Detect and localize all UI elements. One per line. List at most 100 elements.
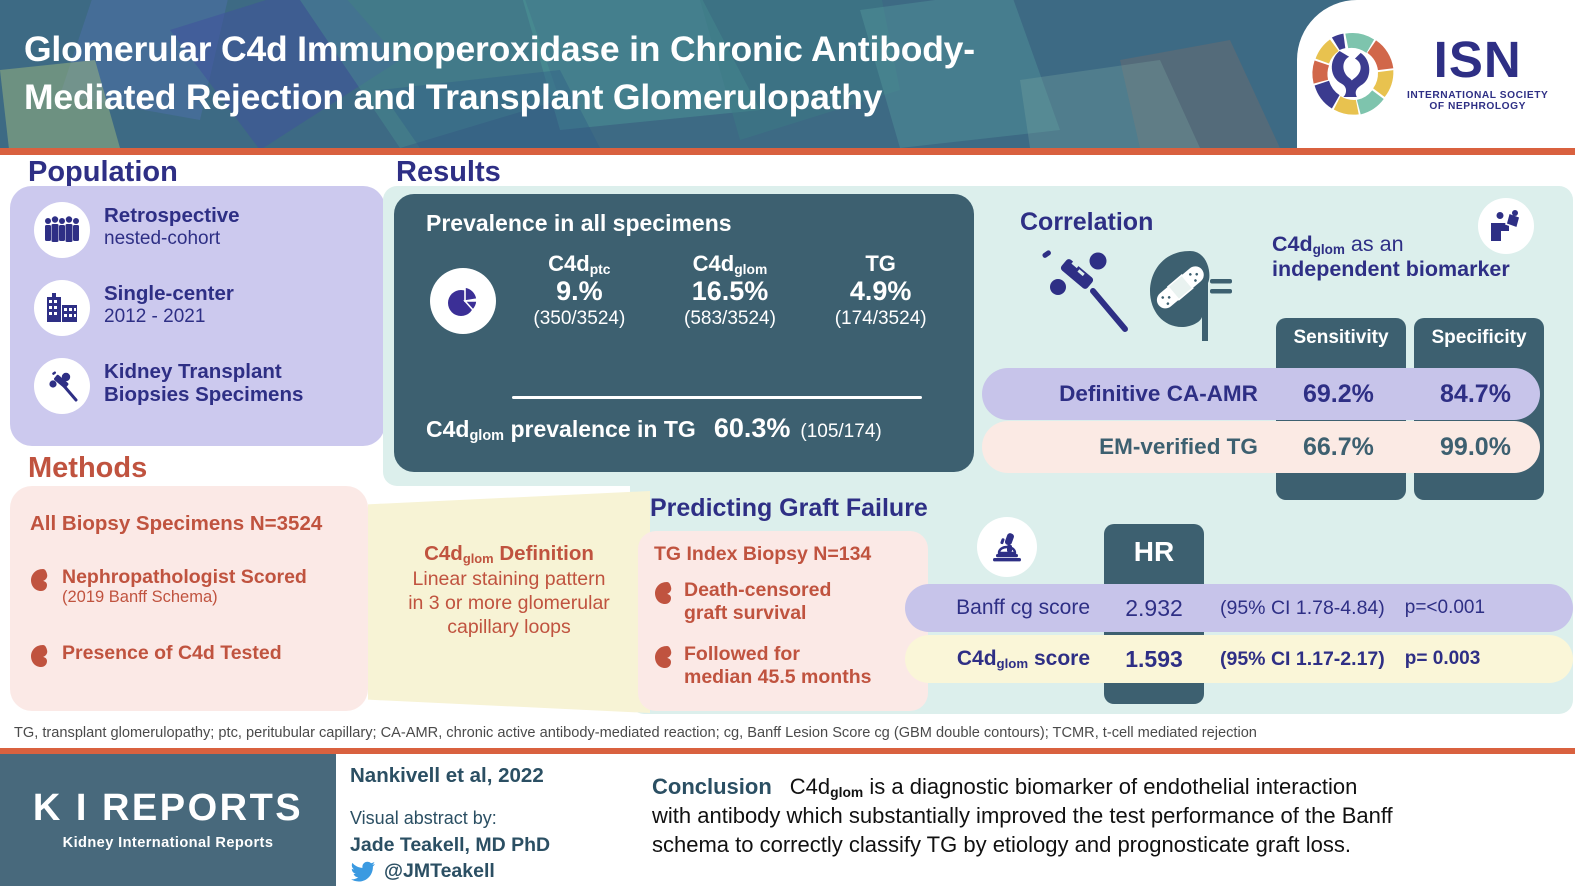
- population-item-biopsy: Kidney Transplant Biopsies Specimens: [34, 358, 303, 414]
- footer-bar: K I REPORTS Kidney International Reports…: [0, 754, 1575, 886]
- kidney-bullet-icon: [655, 582, 672, 604]
- isn-wordmark: ISN INTERNATIONAL SOCIETY OF NEPHROLOGY: [1407, 30, 1549, 113]
- pie-chart-glyph: [448, 286, 478, 316]
- population-item-2-bold2: Biopsies Specimens: [104, 382, 304, 406]
- row-label: Definitive CA-AMR: [1059, 381, 1258, 406]
- row-specificity: 84.7%: [1440, 379, 1511, 408]
- pie-chart-icon: [430, 268, 496, 334]
- population-item-single-center: Single-center 2012 - 2021: [34, 280, 234, 336]
- prevalence-column-c4dptc: C4dptc 9.% (350/3524): [533, 251, 626, 330]
- graft-failure-card: TG Index Biopsy N=134 Death-censored gra…: [638, 531, 928, 711]
- definition-heading: C4dglom Definition: [424, 542, 594, 566]
- graft-failure-item-1-line2: median 45.5 months: [684, 666, 872, 688]
- methods-item-text: Presence of C4d Tested: [62, 642, 282, 664]
- definition-text: C4dglom Definition Linear staining patte…: [368, 541, 650, 639]
- title-line-2: Mediated Rejection and Transplant Glomer…: [24, 76, 883, 117]
- syringe-icon: [1042, 250, 1128, 332]
- conclusion-keyword: Conclusion: [652, 774, 772, 799]
- conclusion-line-3: schema to correctly classify TG by etiol…: [652, 832, 1352, 858]
- header-decoration: [0, 0, 1280, 148]
- conclusion-line-1: Conclusion C4dglom is a diagnostic biomar…: [652, 774, 1358, 801]
- page-title: Glomerular C4d Immunoperoxidase in Chron…: [24, 26, 1204, 121]
- prevalence-value: 4.9%: [849, 276, 912, 307]
- prevalence-denominator: (350/3524): [533, 308, 626, 330]
- prevalence-summary-denominator: (105/174): [800, 421, 882, 442]
- prevalence-denominator: (174/3524): [834, 308, 927, 330]
- visual-abstract-author: Jade Teakell, MD PhD: [350, 834, 551, 856]
- graft-failure-item-0-line1: Death-censored: [684, 579, 832, 601]
- row-confidence-interval: (95% CI 1.17-2.17): [1220, 647, 1385, 670]
- prevalence-summary-label: C4dglom prevalence in TG: [426, 416, 696, 445]
- row-specificity: 99.0%: [1440, 432, 1511, 461]
- people-glyph: [45, 216, 79, 242]
- footer-divider: [0, 748, 1575, 754]
- row-sensitivity: 66.7%: [1303, 432, 1374, 461]
- abbreviations-footnote: TG, transplant glomerulopathy; ptc, peri…: [14, 725, 1257, 741]
- biopsy-needle-glyph: [49, 371, 78, 402]
- row-p-value: p=<0.001: [1404, 597, 1486, 618]
- prevalence-card: Prevalence in all specimens C4dptc 9.% (…: [394, 194, 974, 472]
- puzzle-piece-icon: [1478, 198, 1534, 254]
- prevalence-value: 9.%: [556, 276, 603, 307]
- prevalence-title: Prevalence in all specimens: [426, 210, 732, 236]
- kidney-bullet-icon: [31, 569, 48, 591]
- correlation-icons-glyph: [1042, 250, 1232, 341]
- ki-reports-subtitle: Kidney International Reports: [62, 835, 274, 851]
- population-item-text: Kidney Transplant Biopsies Specimens: [104, 358, 303, 407]
- graft-failure-card-title: TG Index Biopsy N=134: [654, 543, 872, 565]
- population-card: Retrospective nested-cohort: [10, 186, 385, 446]
- prevalence-summary-row: C4dglom prevalence in TG 60.3% (105/174): [426, 413, 946, 444]
- microscope-icon: [977, 517, 1037, 577]
- population-item-2-bold: Kidney Transplant: [104, 360, 282, 383]
- section-heading-results: Results: [396, 156, 501, 188]
- graft-failure-item-1-line1: Followed for: [684, 643, 800, 665]
- definition-line-3: capillary loops: [447, 615, 571, 638]
- prevalence-column-tg: TG 4.9% (174/3524): [834, 251, 927, 330]
- biopsy-needle-icon: [34, 358, 90, 414]
- row-p-value: p= 0.003: [1404, 648, 1481, 669]
- header-divider: [0, 148, 1575, 155]
- methods-card: All Biopsy Specimens N=3524 Nephropathol…: [10, 486, 368, 711]
- population-item-0-normal: nested-cohort: [104, 227, 221, 249]
- section-heading-methods: Methods: [28, 452, 148, 484]
- kidney-bandage-icon: [1150, 251, 1232, 341]
- methods-title: All Biopsy Specimens N=3524: [30, 512, 323, 535]
- prevalence-denominator: (583/3524): [684, 308, 776, 330]
- title-line-1: Glomerular C4d Immunoperoxidase in Chron…: [24, 29, 975, 69]
- population-item-retrospective: Retrospective nested-cohort: [34, 202, 240, 258]
- isn-emblem-icon: [1312, 33, 1394, 115]
- row-label: EM-verified TG: [1099, 434, 1258, 459]
- prevalence-label: C4dptc: [548, 251, 611, 278]
- kidney-bullet-icon: [31, 645, 48, 667]
- correlation-icon-group: [1030, 243, 1240, 353]
- definition-line-2: in 3 or more glomerular: [408, 591, 610, 614]
- table-row-banff-cg: Banff cg score 2.932 (95% CI 1.78-4.84) …: [905, 584, 1573, 632]
- population-item-1-normal: 2012 - 2021: [104, 305, 206, 327]
- population-item-text: Single-center 2012 - 2021: [104, 280, 234, 328]
- puzzle-piece-glyph: [1491, 210, 1521, 241]
- isn-acronym: ISN: [1433, 30, 1522, 88]
- row-confidence-interval: (95% CI 1.78-4.84): [1220, 596, 1385, 619]
- methods-item-0-normal: (2019 Banff Schema): [62, 588, 218, 607]
- graft-failure-item-text: Death-censored graft survival: [684, 579, 831, 625]
- hr-header: HR: [1133, 536, 1175, 567]
- biomarker-caption-line2: independent biomarker: [1272, 256, 1510, 281]
- definition-shape: [368, 491, 650, 713]
- graft-failure-title: Predicting Graft Failure: [650, 494, 928, 522]
- sensitivity-header: Sensitivity: [1293, 327, 1389, 348]
- row-label: C4dglom score: [956, 647, 1090, 671]
- correlation-title: Correlation: [1020, 208, 1154, 236]
- prevalence-label: C4dglom: [692, 251, 768, 278]
- twitter-bird-icon[interactable]: [350, 861, 376, 883]
- twitter-handle-row[interactable]: @JMTeakell: [350, 860, 495, 883]
- definition-line-1: Linear staining pattern: [412, 568, 606, 590]
- population-item-text: Retrospective nested-cohort: [104, 202, 240, 250]
- isn-subtitle-1: INTERNATIONAL SOCIETY: [1407, 90, 1549, 102]
- prevalence-divider: [512, 396, 922, 399]
- prevalence-label: TG: [865, 251, 896, 276]
- conclusion-line-2: with antibody which substantially improv…: [652, 803, 1393, 829]
- graft-failure-item-0-line2: graft survival: [684, 602, 807, 624]
- kidney-bullet-icon: [655, 646, 672, 668]
- twitter-handle[interactable]: @JMTeakell: [384, 860, 495, 882]
